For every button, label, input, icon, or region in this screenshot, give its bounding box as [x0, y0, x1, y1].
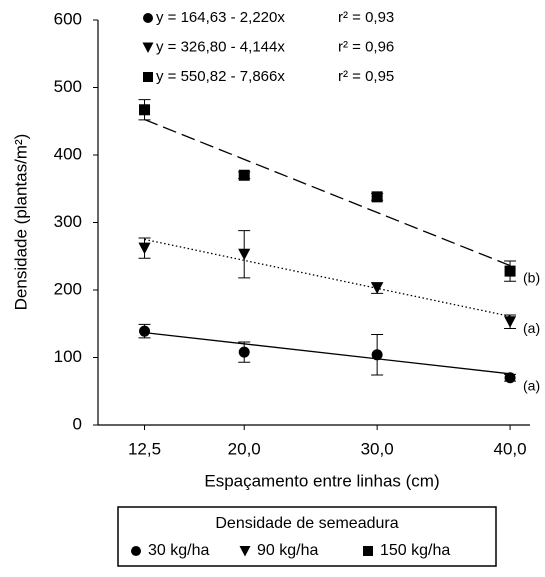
x-axis-title: Espaçamento entre linhas (cm) — [204, 471, 439, 490]
marker — [238, 248, 251, 261]
legend-box — [117, 506, 497, 567]
marker — [238, 169, 250, 181]
marker — [239, 546, 251, 557]
x-tick-label: 12,5 — [128, 439, 161, 458]
equation: y = 164,63 - 2,220x — [156, 9, 285, 26]
r-squared: r² = 0,96 — [338, 38, 394, 55]
y-axis-title: Densidade (plantas/m²) — [11, 134, 30, 311]
y-tick-label: 0 — [73, 414, 82, 433]
y-tick-label: 100 — [54, 347, 82, 366]
y-tick-label: 500 — [54, 77, 82, 96]
legend-label: 90 kg/ha — [257, 542, 318, 559]
marker — [371, 191, 383, 203]
marker — [142, 42, 154, 53]
marker — [363, 546, 373, 556]
trend-line — [144, 118, 511, 267]
r-squared: r² = 0,95 — [338, 68, 394, 85]
marker — [371, 282, 384, 295]
legend-label: 150 kg/ha — [380, 542, 450, 559]
y-tick-label: 300 — [54, 212, 82, 231]
marker — [139, 104, 151, 116]
legend-label: 30 kg/ha — [148, 542, 209, 559]
x-tick-label: 20,0 — [228, 439, 261, 458]
marker — [139, 325, 151, 337]
marker — [131, 546, 141, 556]
legend-title: Densidade de semeadura — [215, 515, 398, 532]
trend-line — [144, 238, 511, 317]
marker — [143, 72, 153, 82]
marker — [504, 316, 517, 328]
marker — [504, 265, 516, 277]
significance-letter: (b) — [523, 269, 540, 285]
marker — [504, 372, 516, 384]
marker — [371, 349, 383, 361]
equation: y = 326,80 - 4,144x — [156, 38, 285, 55]
marker — [238, 346, 250, 358]
y-tick-label: 200 — [54, 279, 82, 298]
x-tick-label: 40,0 — [494, 439, 527, 458]
marker — [138, 242, 151, 255]
equation: y = 550,82 - 7,866x — [156, 68, 285, 85]
significance-letter: (a) — [523, 320, 540, 336]
y-tick-label: 600 — [54, 9, 82, 28]
y-tick-label: 400 — [54, 144, 82, 163]
x-tick-label: 30,0 — [361, 439, 394, 458]
marker — [143, 13, 153, 23]
r-squared: r² = 0,93 — [338, 9, 394, 26]
significance-letter: (a) — [523, 378, 540, 394]
trend-line — [144, 331, 511, 375]
